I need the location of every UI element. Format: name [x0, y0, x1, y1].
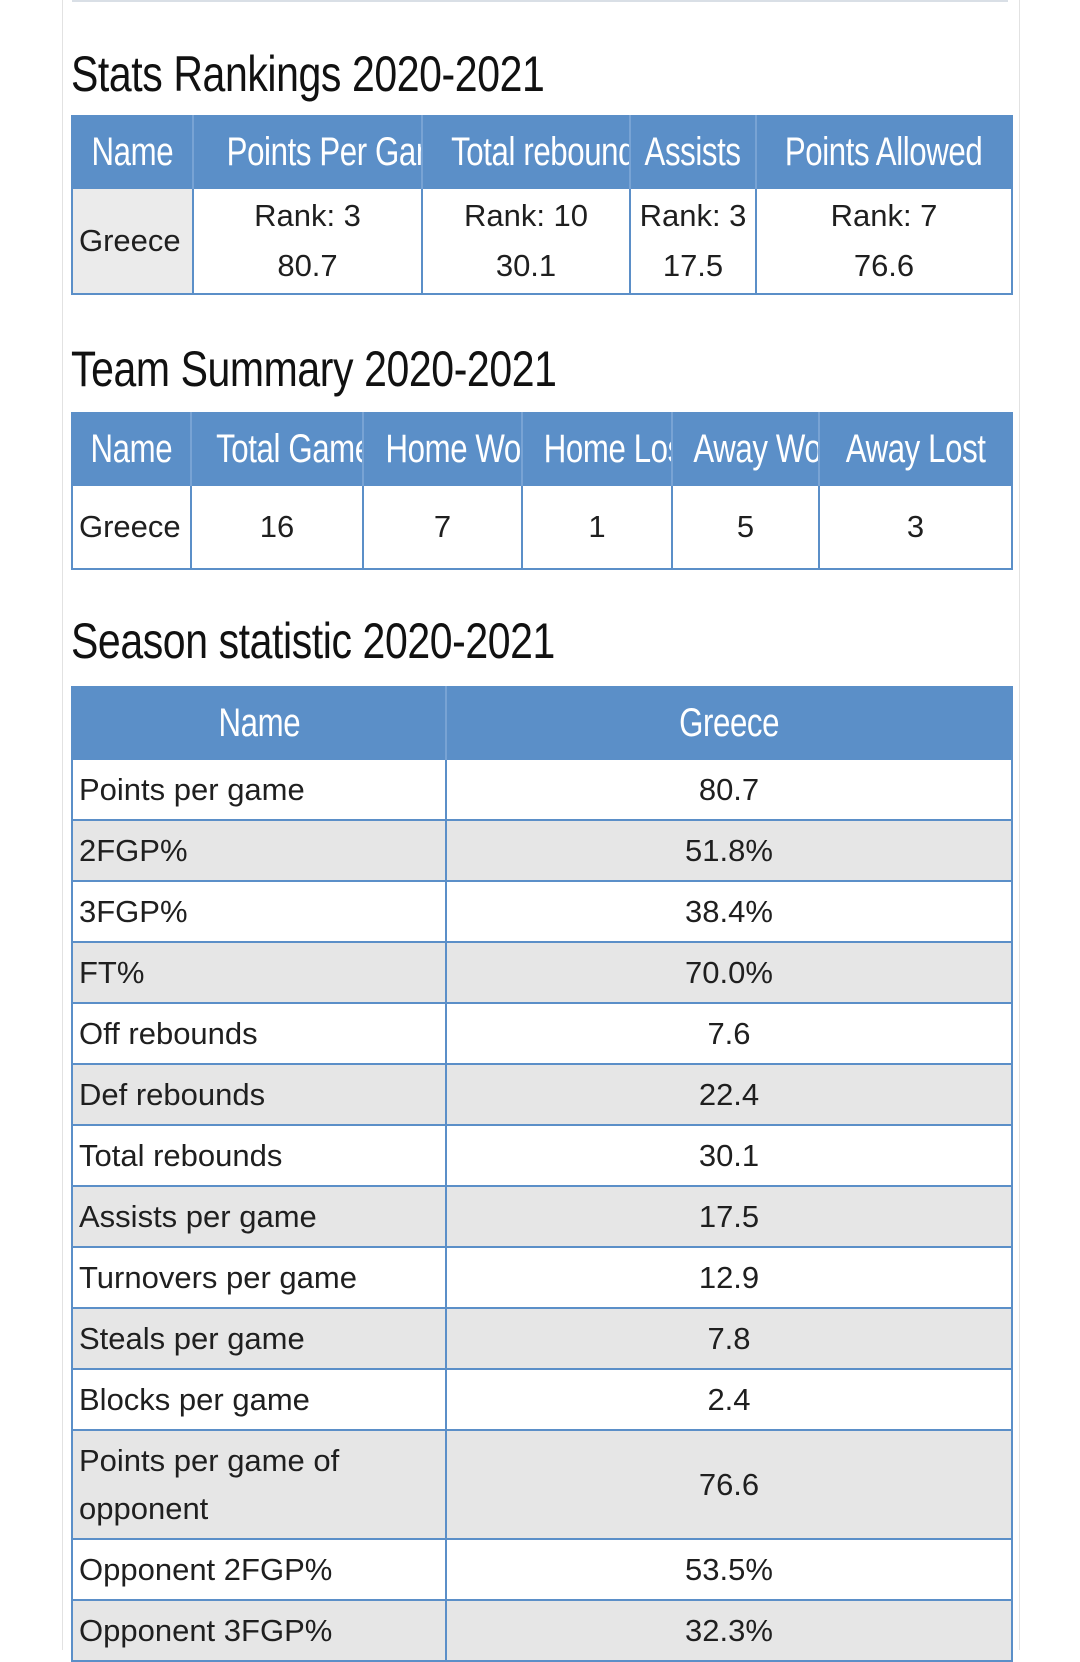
column-header-name: Name	[72, 687, 447, 759]
rank-value: 30.1	[495, 248, 557, 283]
rank-value: 76.6	[853, 248, 915, 283]
table-row: Turnovers per game 12.9	[71, 1246, 1013, 1309]
team-summary-title: Team Summary 2020-2021	[71, 341, 557, 397]
stat-label: FT%	[71, 941, 447, 1004]
stats-rankings-title: Stats Rankings 2020-2021	[71, 46, 545, 102]
stat-value: 51.8%	[445, 819, 1013, 882]
column-header-away-won: Away Won	[672, 413, 820, 485]
total-games-cell: 16	[190, 484, 364, 570]
table-header-row: Name Total Games Home Won Home Lost Away…	[72, 413, 1012, 485]
stat-label: Points per game of opponent	[71, 1429, 447, 1540]
table-row: Opponent 2FGP% 53.5%	[71, 1538, 1013, 1601]
table-row: FT% 70.0%	[71, 941, 1013, 1004]
column-header-assists: Assists	[630, 116, 757, 188]
home-lost-cell: 1	[521, 484, 673, 570]
stat-label: Turnovers per game	[71, 1246, 447, 1309]
team-name-cell: Greece	[71, 484, 192, 570]
column-header-total-rebounds: Total rebounds	[422, 116, 631, 188]
table-row: Points per game 80.7	[71, 758, 1013, 821]
team-name-cell: Greece	[71, 187, 194, 295]
stat-label: Total rebounds	[71, 1124, 447, 1187]
column-header-away-lost: Away Lost	[819, 413, 1012, 485]
stat-label: 3FGP%	[71, 880, 447, 943]
table-row: Blocks per game 2.4	[71, 1368, 1013, 1431]
stat-value: 7.8	[445, 1307, 1013, 1370]
rank-value: 80.7	[277, 248, 338, 283]
stat-value: 22.4	[445, 1063, 1013, 1126]
stat-value: 30.1	[445, 1124, 1013, 1187]
page-frame	[62, 0, 1020, 1650]
table-row: 2FGP% 51.8%	[71, 819, 1013, 882]
table-row: 3FGP% 38.4%	[71, 880, 1013, 943]
stat-value: 12.9	[445, 1246, 1013, 1309]
column-header-home-won: Home Won	[363, 413, 523, 485]
table-row: Greece Rank: 3 80.7 Rank: 10 30.1 Rank: …	[71, 187, 1013, 295]
column-header-total-games: Total Games	[191, 413, 364, 485]
table-row: Points per game of opponent 76.6	[71, 1429, 1013, 1540]
home-won-cell: 7	[362, 484, 523, 570]
column-header-points-per-game: Points Per Game	[193, 116, 423, 188]
season-statistic-title: Season statistic 2020-2021	[71, 613, 555, 669]
rank-cell: Rank: 7 76.6	[755, 187, 1013, 295]
team-summary-table: Name Total Games Home Won Home Lost Away…	[71, 412, 1013, 570]
away-lost-cell: 3	[818, 484, 1013, 570]
rank-cell: Rank: 3 17.5	[629, 187, 757, 295]
rank-label: Rank: 10	[463, 198, 589, 233]
stat-label: Assists per game	[71, 1185, 447, 1248]
table-row: Opponent 3FGP% 32.3%	[71, 1599, 1013, 1662]
table-row: Def rebounds 22.4	[71, 1063, 1013, 1126]
stat-label: Points per game	[71, 758, 447, 821]
table-row: Assists per game 17.5	[71, 1185, 1013, 1248]
column-header-team: Greece	[446, 687, 1012, 759]
stat-value: 80.7	[445, 758, 1013, 821]
column-header-name: Name	[72, 413, 192, 485]
table-header-row: Name Greece	[72, 687, 1012, 759]
table-row: Total rebounds 30.1	[71, 1124, 1013, 1187]
table-row: Off rebounds 7.6	[71, 1002, 1013, 1065]
column-header-name: Name	[72, 116, 194, 188]
column-header-home-lost: Home Lost	[522, 413, 673, 485]
away-won-cell: 5	[671, 484, 820, 570]
table-row: Steals per game 7.8	[71, 1307, 1013, 1370]
rank-label: Rank: 3	[254, 198, 361, 233]
stat-label: Blocks per game	[71, 1368, 447, 1431]
stat-label: Steals per game	[71, 1307, 447, 1370]
stat-label: Off rebounds	[71, 1002, 447, 1065]
stat-value: 53.5%	[445, 1538, 1013, 1601]
stat-value: 76.6	[445, 1429, 1013, 1540]
stat-value: 38.4%	[445, 880, 1013, 943]
stat-label: Opponent 3FGP%	[71, 1599, 447, 1662]
stats-rankings-table: Name Points Per Game Total rebounds Assi…	[71, 115, 1013, 295]
table-header-row: Name Points Per Game Total rebounds Assi…	[72, 116, 1012, 188]
column-header-points-allowed: Points Allowed	[756, 116, 1012, 188]
stat-value: 7.6	[445, 1002, 1013, 1065]
stat-label: Def rebounds	[71, 1063, 447, 1126]
season-statistic-table: Name Greece Points per game 80.7 2FGP% 5…	[71, 686, 1013, 1662]
top-divider	[72, 0, 1008, 2]
stat-label: 2FGP%	[71, 819, 447, 882]
stat-value: 32.3%	[445, 1599, 1013, 1662]
rank-cell: Rank: 10 30.1	[421, 187, 631, 295]
table-row: Greece 16 7 1 5 3	[71, 484, 1013, 570]
rank-value: 17.5	[662, 248, 724, 283]
rank-label: Rank: 7	[830, 198, 938, 233]
stat-value: 70.0%	[445, 941, 1013, 1004]
stat-value: 2.4	[445, 1368, 1013, 1431]
rank-cell: Rank: 3 80.7	[192, 187, 423, 295]
rank-label: Rank: 3	[639, 198, 747, 233]
stat-value: 17.5	[445, 1185, 1013, 1248]
stat-label: Opponent 2FGP%	[71, 1538, 447, 1601]
